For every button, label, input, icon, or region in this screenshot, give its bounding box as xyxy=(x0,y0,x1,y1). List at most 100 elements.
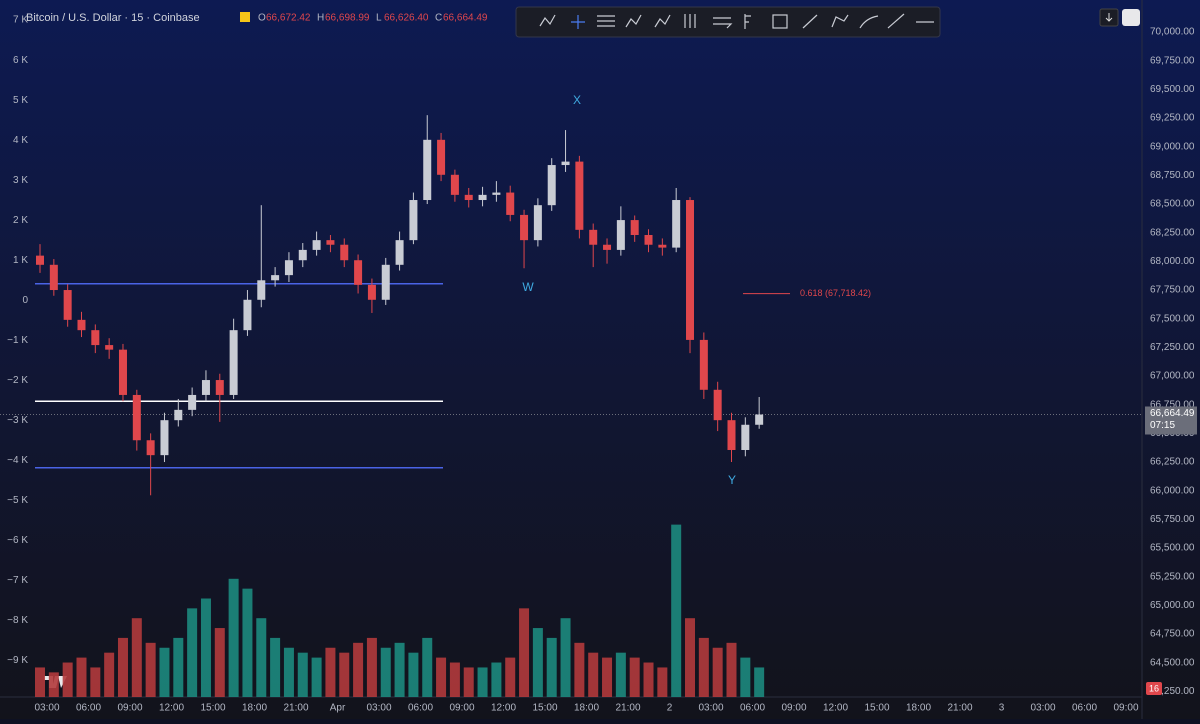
candle-body xyxy=(561,161,570,166)
ohlc-value: 66,672.42 xyxy=(266,13,311,24)
volume-bar xyxy=(449,662,460,697)
tool-icon[interactable] xyxy=(654,14,671,28)
y-tick-label: 66,750.00 xyxy=(1150,399,1195,410)
refresh-button[interactable] xyxy=(1122,9,1140,26)
y-tick-label: 67,250.00 xyxy=(1150,342,1195,353)
volume-bar xyxy=(200,598,211,697)
candle-body xyxy=(201,380,210,395)
volume-bar xyxy=(574,642,585,697)
volume-bar xyxy=(242,588,253,697)
volume-bar xyxy=(173,637,184,697)
volume-bar xyxy=(339,652,350,697)
volume-bar xyxy=(588,652,599,697)
x-tick-label: 03:00 xyxy=(698,703,723,714)
legend-header: Bitcoin / U.S. Dollar · 15 · Coinbase xyxy=(26,12,250,24)
y-tick-label: 67,500.00 xyxy=(1150,313,1195,324)
y2-tick-label: 3 K xyxy=(13,175,28,186)
volume-bar xyxy=(76,657,87,697)
tool-icon[interactable] xyxy=(859,15,879,29)
candle-body xyxy=(91,330,100,346)
candle-body xyxy=(589,229,598,245)
ohlc-value: 66,664.49 xyxy=(443,13,488,24)
x-tick-label: 18:00 xyxy=(242,703,267,714)
volume-bar xyxy=(270,637,281,697)
volume-bar xyxy=(657,667,668,697)
tool-icon[interactable] xyxy=(713,17,733,29)
tool-icon[interactable] xyxy=(744,14,751,29)
tool-icon[interactable] xyxy=(802,14,818,29)
candle-body xyxy=(672,200,681,248)
y-tick-label: 68,750.00 xyxy=(1150,170,1195,181)
ohlc-value: 66,698.99 xyxy=(325,13,370,24)
candle-body xyxy=(630,220,639,235)
candle-body xyxy=(506,192,515,215)
tool-icon[interactable] xyxy=(772,14,788,29)
y2-tick-label: −4 K xyxy=(7,455,28,466)
volume-bar xyxy=(117,637,128,697)
candle-body xyxy=(118,349,127,395)
symbol-title: Bitcoin / U.S. Dollar · 15 · Coinbase xyxy=(26,12,200,24)
toolbar xyxy=(515,6,1140,38)
volume-bar xyxy=(546,637,557,697)
tool-icon[interactable] xyxy=(571,15,585,29)
volume-bar xyxy=(408,652,419,697)
y2-tick-label: 7 K xyxy=(13,15,28,26)
volume-bar xyxy=(187,608,198,697)
x-tick-label: 03:00 xyxy=(34,703,59,714)
y2-tick-label: 2 K xyxy=(13,215,28,226)
badge-bg xyxy=(1146,682,1162,695)
y2-tick-label: 5 K xyxy=(13,95,28,106)
y2-tick-label: −9 K xyxy=(7,655,28,666)
candle-body xyxy=(257,280,266,300)
y-tick-label: 66,000.00 xyxy=(1150,485,1195,496)
candle-body xyxy=(533,205,542,241)
candle-body xyxy=(520,214,529,241)
x-tick-label: 18:00 xyxy=(906,703,931,714)
ohlc-key: C xyxy=(435,13,442,24)
tool-icon[interactable] xyxy=(625,14,642,28)
ohlc-key: L xyxy=(376,13,382,24)
x-tick-label: 12:00 xyxy=(823,703,848,714)
y-tick-label: 68,500.00 xyxy=(1150,199,1195,210)
x-tick-label: 09:00 xyxy=(1113,703,1138,714)
volume-bar xyxy=(131,618,142,697)
volume-bar xyxy=(740,657,751,697)
y-tick-label: 65,000.00 xyxy=(1150,600,1195,611)
candle-body xyxy=(727,420,736,450)
x-tick-label: 06:00 xyxy=(76,703,101,714)
candle-body xyxy=(63,290,72,320)
ohlc-key: O xyxy=(258,13,266,24)
volume-bar xyxy=(671,524,682,697)
volume-bar xyxy=(712,647,723,697)
tool-icon[interactable] xyxy=(831,14,849,28)
candle-body xyxy=(340,244,349,261)
volume-bar xyxy=(283,647,294,697)
candle-body xyxy=(354,260,363,285)
candle-body xyxy=(603,244,612,250)
volume-bar xyxy=(159,647,170,697)
tool-icon[interactable] xyxy=(597,15,615,27)
countdown-label: 07:15 xyxy=(1150,420,1175,431)
volume-bar xyxy=(145,642,156,697)
x-tick-label: 15:00 xyxy=(864,703,889,714)
y2-tick-label: −1 K xyxy=(7,335,28,346)
candle-body xyxy=(284,260,293,276)
candle-body xyxy=(395,240,404,265)
tool-icon[interactable] xyxy=(684,14,696,28)
candle-body xyxy=(188,394,197,410)
volume-bar xyxy=(463,667,474,697)
volume-bar xyxy=(90,667,101,697)
volume-bar xyxy=(366,637,377,697)
candle-body xyxy=(326,240,335,245)
y-tick-label: 66,250.00 xyxy=(1150,457,1195,468)
volume-bar xyxy=(629,657,640,697)
volume-bar xyxy=(698,637,709,697)
volume-bar xyxy=(436,657,447,697)
tool-icon[interactable] xyxy=(539,14,556,27)
candle-body xyxy=(699,339,708,390)
candle-body xyxy=(575,161,584,230)
candle-body xyxy=(464,194,473,201)
tool-icon[interactable] xyxy=(887,13,905,29)
